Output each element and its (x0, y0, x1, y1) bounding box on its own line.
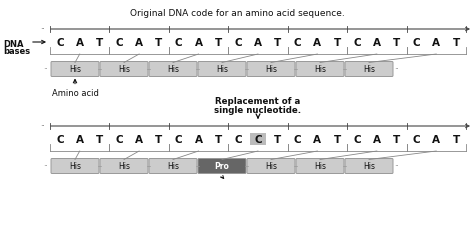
Text: Amino acid: Amino acid (52, 89, 98, 98)
FancyBboxPatch shape (345, 62, 393, 77)
Text: T: T (274, 38, 281, 48)
Text: C: C (353, 134, 361, 144)
FancyBboxPatch shape (247, 159, 295, 174)
Text: C: C (413, 38, 420, 48)
Text: Replacement of a: Replacement of a (215, 97, 301, 106)
FancyBboxPatch shape (51, 159, 99, 174)
Text: C: C (175, 38, 182, 48)
Text: C: C (115, 38, 123, 48)
Text: T: T (393, 38, 400, 48)
Text: T: T (96, 38, 103, 48)
Text: A: A (314, 38, 322, 48)
Text: C: C (234, 38, 242, 48)
Text: His: His (167, 65, 179, 74)
Text: C: C (56, 134, 64, 144)
Text: T: T (453, 134, 460, 144)
FancyBboxPatch shape (149, 62, 197, 77)
Text: A: A (135, 38, 143, 48)
Text: T: T (333, 134, 341, 144)
Text: His: His (69, 162, 81, 171)
FancyBboxPatch shape (100, 159, 148, 174)
FancyBboxPatch shape (149, 159, 197, 174)
Text: C: C (254, 134, 262, 144)
FancyBboxPatch shape (198, 62, 246, 77)
Text: T: T (155, 38, 162, 48)
Text: C: C (353, 38, 361, 48)
FancyBboxPatch shape (296, 62, 344, 77)
Text: T: T (96, 134, 103, 144)
Text: A: A (254, 38, 262, 48)
Text: T: T (215, 134, 222, 144)
Text: T: T (453, 38, 460, 48)
Text: A: A (432, 134, 440, 144)
Text: His: His (216, 65, 228, 74)
Text: T: T (393, 134, 400, 144)
FancyBboxPatch shape (296, 159, 344, 174)
Text: His: His (314, 65, 326, 74)
Text: C: C (56, 38, 64, 48)
Text: Pro: Pro (215, 162, 229, 171)
Text: His: His (118, 162, 130, 171)
Text: C: C (175, 134, 182, 144)
Text: His: His (118, 65, 130, 74)
Text: His: His (167, 162, 179, 171)
Text: Original DNA code for an amino acid sequence.: Original DNA code for an amino acid sequ… (130, 9, 344, 18)
Text: ··: ·· (40, 122, 45, 131)
Text: A: A (195, 38, 202, 48)
Text: A: A (76, 134, 84, 144)
Text: T: T (155, 134, 162, 144)
Text: A: A (135, 134, 143, 144)
Text: His: His (363, 162, 375, 171)
FancyBboxPatch shape (100, 62, 148, 77)
Text: ··: ·· (394, 162, 399, 171)
Text: A: A (76, 38, 84, 48)
Text: single nucleotide.: single nucleotide. (214, 106, 302, 114)
Text: C: C (234, 134, 242, 144)
Text: His: His (314, 162, 326, 171)
Text: ··: ·· (394, 65, 399, 74)
Text: T: T (215, 38, 222, 48)
Text: A: A (373, 134, 381, 144)
Text: His: His (363, 65, 375, 74)
Text: ··: ·· (43, 162, 48, 171)
Text: C: C (115, 134, 123, 144)
Text: C: C (294, 134, 302, 144)
Text: bases: bases (3, 47, 30, 56)
Bar (250, 134, 266, 145)
Text: His: His (69, 65, 81, 74)
Text: C: C (413, 134, 420, 144)
Text: ··: ·· (43, 65, 48, 74)
Text: A: A (432, 38, 440, 48)
Text: T: T (274, 134, 281, 144)
Text: C: C (294, 38, 302, 48)
Text: His: His (265, 162, 277, 171)
FancyBboxPatch shape (51, 62, 99, 77)
Text: A: A (314, 134, 322, 144)
Text: His: His (265, 65, 277, 74)
Text: DNA: DNA (3, 40, 23, 49)
FancyBboxPatch shape (247, 62, 295, 77)
Text: T: T (333, 38, 341, 48)
Text: A: A (195, 134, 202, 144)
FancyBboxPatch shape (198, 159, 246, 174)
FancyBboxPatch shape (345, 159, 393, 174)
Text: ··: ·· (40, 25, 45, 34)
Text: A: A (373, 38, 381, 48)
